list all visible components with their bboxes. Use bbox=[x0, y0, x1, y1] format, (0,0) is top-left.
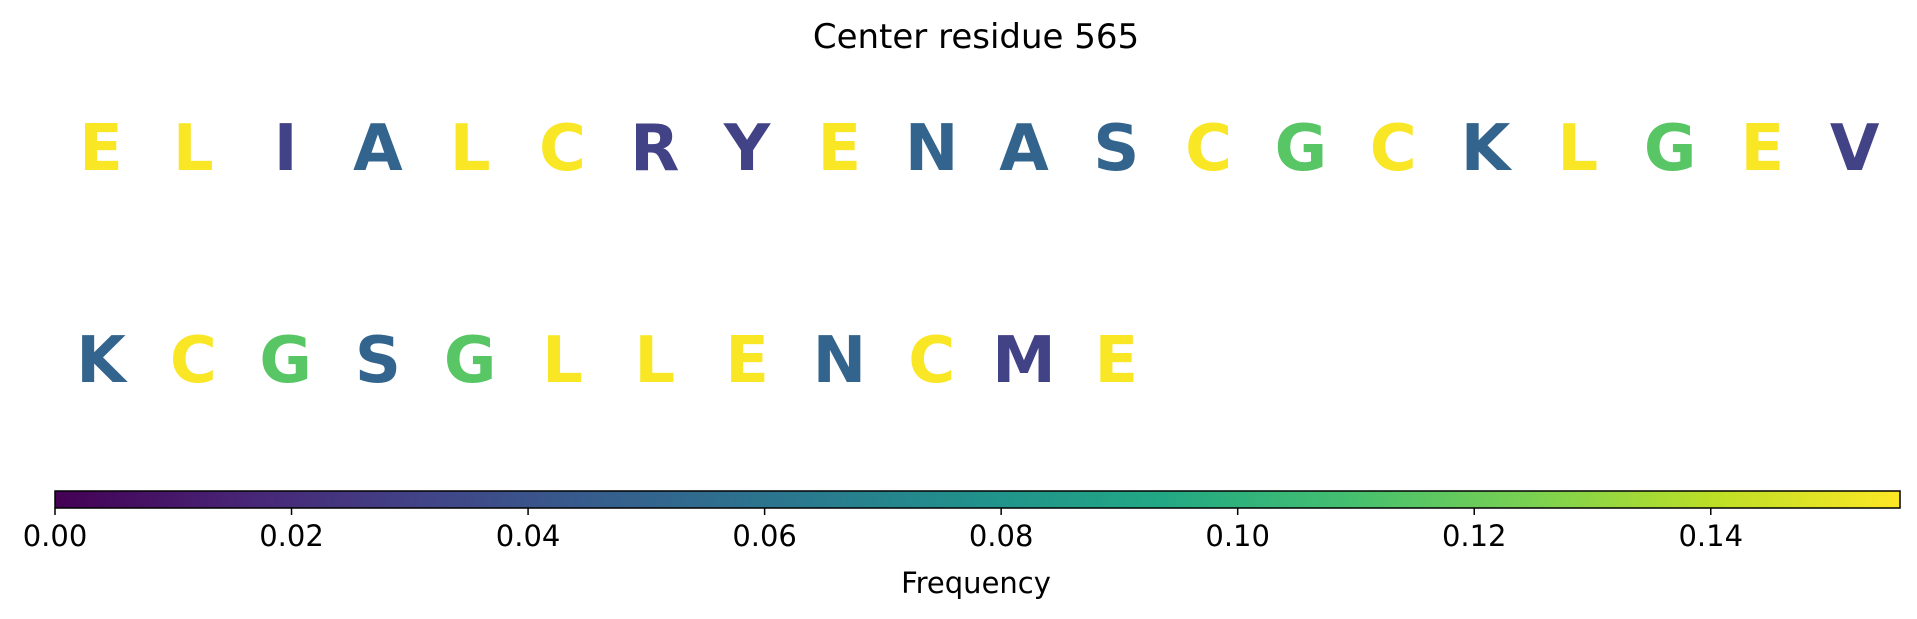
residue-letter: A bbox=[999, 112, 1049, 186]
residue-letter: L bbox=[1557, 112, 1598, 186]
residue-letter: R bbox=[630, 112, 679, 186]
residue-letter: L bbox=[542, 324, 583, 398]
residue-letter: E bbox=[1741, 112, 1785, 186]
residue-letter: C bbox=[1185, 112, 1232, 186]
residue-letter: L bbox=[450, 112, 491, 186]
colorbar-tick-label: 0.00 bbox=[23, 519, 88, 553]
residue-letter: E bbox=[1094, 324, 1138, 398]
colorbar-gradient bbox=[54, 490, 1901, 509]
residue-letter: E bbox=[818, 112, 862, 186]
residue-letter: C bbox=[539, 112, 586, 186]
colorbar-tick-label: 0.10 bbox=[1205, 519, 1270, 553]
residue-letter: K bbox=[76, 324, 128, 398]
residue-letter: K bbox=[1461, 112, 1513, 186]
colorbar-tick-label: 0.04 bbox=[496, 519, 561, 553]
residue-letter: C bbox=[1370, 112, 1417, 186]
residue-letter: E bbox=[725, 324, 769, 398]
residue-letter: S bbox=[1093, 112, 1139, 186]
residue-letter: L bbox=[173, 112, 214, 186]
colorbar-tick-label: 0.08 bbox=[969, 519, 1034, 553]
residue-letter: S bbox=[355, 324, 401, 398]
residue-letter: C bbox=[170, 324, 217, 398]
residue-letter: A bbox=[353, 112, 403, 186]
residue-letter: Y bbox=[723, 112, 771, 186]
residue-letter: G bbox=[1644, 112, 1697, 186]
colorbar-tick-label: 0.12 bbox=[1442, 519, 1507, 553]
residue-letter: I bbox=[274, 112, 298, 186]
colorbar-label: Frequency bbox=[901, 566, 1051, 600]
residue-letter: C bbox=[908, 324, 955, 398]
colorbar-ticks: 0.00 0.02 0.04 0.06 0.08 0.10 0.12 0.14 bbox=[23, 508, 1743, 553]
residue-grid: E L I A L C R Y E N A S C G C K L G E VK C G S G L L E N C M E bbox=[76, 112, 1880, 398]
residue-letter: L bbox=[634, 324, 675, 398]
residue-letter: N bbox=[813, 324, 867, 398]
residue-letter: V bbox=[1830, 112, 1880, 186]
colorbar-tick-label: 0.14 bbox=[1678, 519, 1743, 553]
residue-letter: N bbox=[905, 112, 959, 186]
residue-letter: M bbox=[992, 324, 1056, 398]
colorbar-tick-label: 0.02 bbox=[259, 519, 324, 553]
colorbar: 0.00 0.02 0.04 0.06 0.08 0.10 0.12 0.14 Frequen… bbox=[23, 490, 1901, 600]
colorbar-tick-label: 0.06 bbox=[732, 519, 797, 553]
residue-letter: G bbox=[444, 324, 497, 398]
residue-letter: G bbox=[259, 324, 312, 398]
chart-title: Center residue 565 bbox=[813, 17, 1139, 57]
residue-letter: E bbox=[79, 112, 123, 186]
residue-letter: G bbox=[1275, 112, 1328, 186]
